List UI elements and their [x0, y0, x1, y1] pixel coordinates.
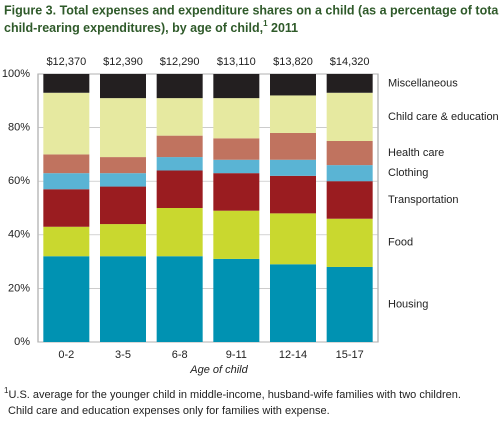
bar-segment [213, 98, 260, 139]
y-tick-label: 20% [8, 282, 30, 294]
y-tick-label: 0% [14, 336, 30, 348]
title-text: child-rearing expenditures), by age of c… [4, 21, 263, 35]
chart-title: child-rearing expenditures), by age of c… [4, 19, 298, 35]
bar-segment [326, 165, 373, 182]
x-axis-label: Age of child [189, 364, 248, 376]
legend-label: Child care & education [388, 111, 499, 123]
legend-label: Health care [388, 147, 444, 159]
bar-segment [270, 264, 316, 342]
bar-segment [270, 74, 316, 96]
bar-segment [43, 154, 90, 174]
bar-segment [213, 138, 260, 160]
footnote: 1U.S. average for the younger child in m… [4, 386, 461, 401]
bar-segment [270, 175, 316, 214]
bar-segment [43, 226, 90, 257]
bar-segment [213, 74, 260, 99]
total-label: $12,370 [46, 56, 86, 68]
x-tick-label: 12-14 [279, 349, 307, 361]
bar-segment [100, 74, 146, 99]
y-tick-label: 60% [8, 175, 30, 187]
footnote-text: U.S. average for the younger child in mi… [8, 389, 460, 401]
title-text: 2011 [268, 21, 299, 35]
bar-segment [100, 224, 146, 257]
bar-segment [43, 74, 90, 93]
footnote-marker: 1 [4, 386, 9, 395]
bar-segment [43, 256, 90, 342]
x-tick-label: 3-5 [115, 349, 131, 361]
bar-segment [156, 256, 203, 342]
x-tick-label: 0-2 [58, 349, 74, 361]
bar-segment [156, 157, 203, 171]
y-tick-label: 100% [2, 68, 30, 80]
bar-segment [326, 92, 373, 141]
legend-label: Food [388, 237, 413, 249]
footnote: Child care and education expenses only f… [8, 405, 330, 417]
bar-segment [213, 159, 260, 174]
bar-segment [326, 74, 373, 93]
y-tick-label: 40% [8, 229, 30, 241]
bar-segment [100, 173, 146, 187]
legend-label: Miscellaneous [388, 77, 458, 89]
bar-segment [326, 181, 373, 219]
bar-segment [100, 98, 146, 158]
title-marker: 1 [263, 19, 268, 28]
bar-segment [156, 98, 203, 136]
bar-segment [326, 266, 373, 342]
bar-segment [43, 173, 90, 190]
x-tick-label: 15-17 [336, 349, 364, 361]
bar-segment [156, 135, 203, 158]
chart-title: Figure 3. Total expenses and expenditure… [4, 3, 499, 17]
bar-segment [100, 186, 146, 225]
bar-segment [213, 173, 260, 211]
y-tick-label: 80% [8, 122, 30, 134]
bar-segment [213, 210, 260, 259]
bar-segment [326, 141, 373, 166]
bar-segment [156, 74, 203, 99]
bar-segment [270, 159, 316, 176]
bar-segment [43, 92, 90, 155]
bar-segment [100, 256, 146, 342]
total-label: $13,820 [273, 56, 313, 68]
bar-segment [100, 157, 146, 174]
bar-segment [270, 132, 316, 160]
bar-segment [156, 208, 203, 257]
total-label: $12,290 [160, 56, 200, 68]
bar-segment [326, 218, 373, 267]
bar-segment [156, 170, 203, 208]
total-label: $12,390 [103, 56, 143, 68]
total-label: $13,110 [217, 56, 256, 68]
legend-label: Housing [388, 298, 428, 310]
x-tick-label: 6-8 [172, 349, 188, 361]
x-tick-label: 9-11 [226, 349, 247, 361]
bar-segment [270, 95, 316, 133]
bar-segment [213, 258, 260, 342]
total-label: $14,320 [330, 56, 370, 68]
legend-label: Transportation [388, 194, 459, 206]
bar-segment [43, 189, 90, 227]
legend-label: Clothing [388, 167, 428, 179]
bar-segment [270, 213, 316, 265]
